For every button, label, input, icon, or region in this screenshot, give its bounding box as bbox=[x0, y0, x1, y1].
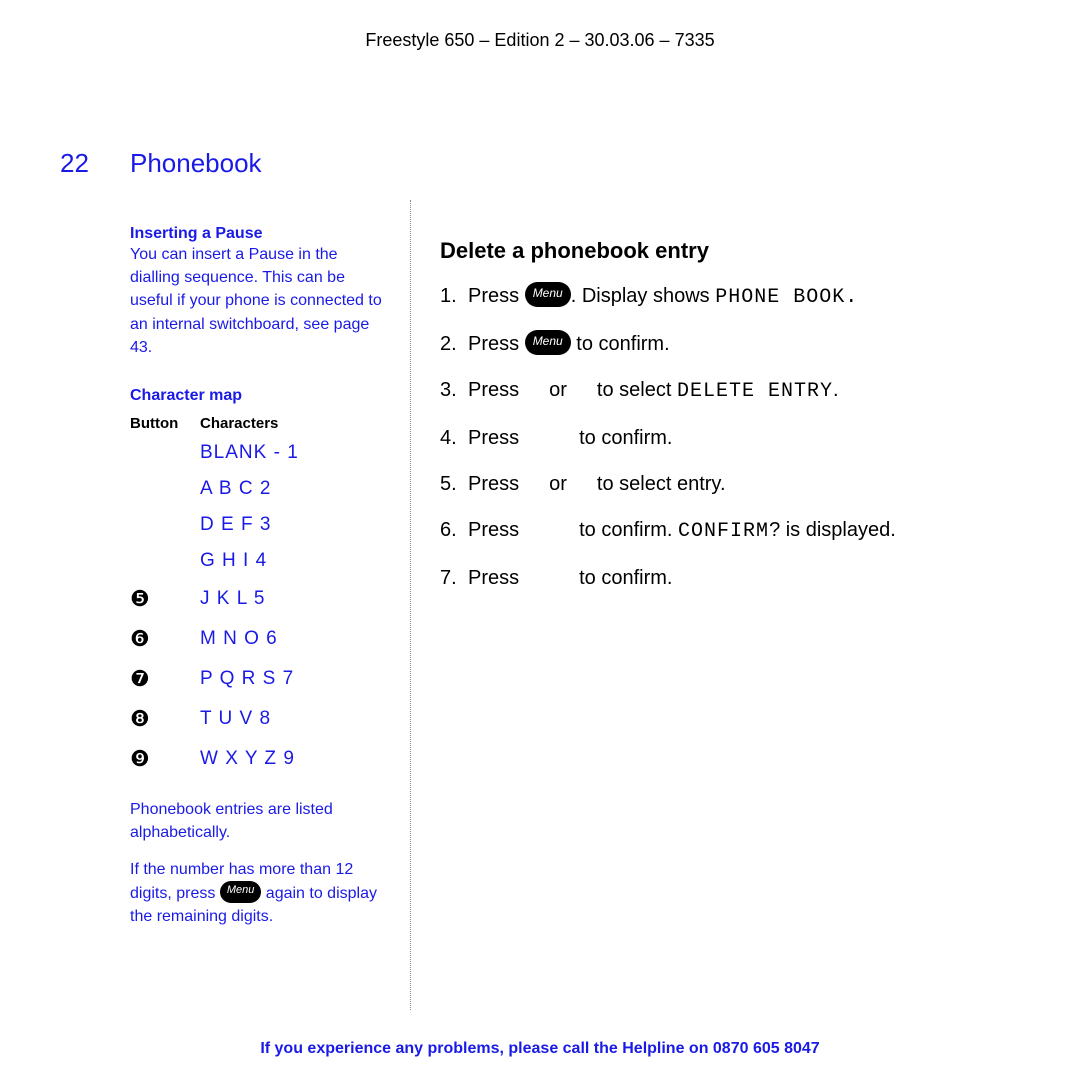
step-3: 3. Press or to select DELETE ENTRY. bbox=[440, 376, 1000, 406]
chars-cell: A B C 2 bbox=[200, 478, 390, 500]
step-text: . Display shows bbox=[571, 285, 716, 307]
step-text: to select bbox=[597, 379, 677, 401]
lcd-text: PHONE B bbox=[715, 286, 806, 309]
step-number: 5. bbox=[440, 470, 468, 498]
step-2: 2. Press Menu to confirm. bbox=[440, 330, 1000, 358]
step-text: Press bbox=[468, 333, 525, 355]
footer-text: If you experience any problems, please c… bbox=[260, 1040, 713, 1057]
button-cell: ❻ bbox=[130, 626, 200, 652]
table-row: ❽ T U V 8 bbox=[130, 706, 390, 732]
pause-body: You can insert a Pause in the dialling s… bbox=[130, 243, 390, 359]
header-text: Freestyle 650 – Edition 2 – 30.03.06 – 7… bbox=[0, 30, 1080, 51]
chars-cell: M N O 6 bbox=[200, 628, 390, 650]
column-divider bbox=[410, 200, 411, 1010]
lcd-text: CONFIRM bbox=[678, 520, 769, 543]
step-text: ? is displayed. bbox=[769, 519, 896, 541]
button-cell: ❼ bbox=[130, 666, 200, 692]
table-row: ❻ M N O 6 bbox=[130, 626, 390, 652]
step-4: 4. Press to confirm. bbox=[440, 424, 1000, 452]
step-text: or bbox=[549, 379, 567, 401]
pause-heading: Inserting a Pause bbox=[130, 225, 390, 243]
button-cell: ❾ bbox=[130, 746, 200, 772]
step-number: 4. bbox=[440, 424, 468, 452]
table-header-row: Button Characters bbox=[130, 415, 390, 432]
footer-phone-number: 0870 605 8047 bbox=[713, 1040, 820, 1057]
step-text: Press bbox=[468, 519, 519, 541]
note-digits: If the number has more than 12 digits, p… bbox=[130, 858, 390, 928]
step-text: to select entry. bbox=[597, 473, 726, 495]
step-text: to confirm. bbox=[579, 519, 678, 541]
table-row: ❺ J K L 5 bbox=[130, 586, 390, 612]
button-cell: ❽ bbox=[130, 706, 200, 732]
step-text: . bbox=[833, 379, 839, 401]
steps-list: 1. Press Menu. Display shows PHONE BOOK.… bbox=[440, 282, 1000, 592]
chars-cell: P Q R S 7 bbox=[200, 668, 390, 690]
note-alphabetical: Phonebook entries are listed alphabetica… bbox=[130, 798, 390, 844]
col-header-button: Button bbox=[130, 415, 200, 432]
footer-helpline: If you experience any problems, please c… bbox=[0, 1040, 1080, 1058]
table-row: D E F 3 bbox=[130, 514, 390, 536]
step-number: 3. bbox=[440, 376, 468, 406]
step-7: 7. Press to confirm. bbox=[440, 564, 1000, 592]
chars-cell: T U V 8 bbox=[200, 708, 390, 730]
section-title: Delete a phonebook entry bbox=[440, 238, 1000, 264]
menu-button-icon: Menu bbox=[220, 881, 262, 903]
step-text: Press bbox=[468, 285, 525, 307]
right-column: Delete a phonebook entry 1. Press Menu. … bbox=[440, 238, 1000, 610]
lcd-text: DELETE ENTRY bbox=[677, 380, 833, 403]
chars-cell: D E F 3 bbox=[200, 514, 390, 536]
step-text: to confirm. bbox=[579, 567, 672, 589]
step-text: Press bbox=[468, 567, 519, 589]
left-column: Inserting a Pause You can insert a Pause… bbox=[130, 225, 390, 928]
step-number: 2. bbox=[440, 330, 468, 358]
step-text: to confirm. bbox=[579, 427, 672, 449]
chars-cell: G H I 4 bbox=[200, 550, 390, 572]
menu-button-icon: Menu bbox=[525, 330, 571, 355]
step-number: 7. bbox=[440, 564, 468, 592]
step-text: to confirm. bbox=[571, 333, 670, 355]
step-text: Press bbox=[468, 473, 519, 495]
step-text: Press bbox=[468, 379, 519, 401]
chars-cell: J K L 5 bbox=[200, 588, 390, 610]
table-row: G H I 4 bbox=[130, 550, 390, 572]
charmap-table: Button Characters BLANK - 1 A B C 2 D E … bbox=[130, 415, 390, 772]
step-5: 5. Press or to select entry. bbox=[440, 470, 1000, 498]
table-row: A B C 2 bbox=[130, 478, 390, 500]
button-cell: ❺ bbox=[130, 586, 200, 612]
lcd-text: OOK. bbox=[806, 286, 858, 309]
step-number: 6. bbox=[440, 516, 468, 546]
step-text: Press bbox=[468, 427, 519, 449]
step-number: 1. bbox=[440, 282, 468, 312]
col-header-characters: Characters bbox=[200, 415, 390, 432]
step-1: 1. Press Menu. Display shows PHONE BOOK. bbox=[440, 282, 1000, 312]
table-row: ❾ W X Y Z 9 bbox=[130, 746, 390, 772]
page-number: 22 bbox=[60, 148, 89, 179]
step-6: 6. Press to confirm. CONFIRM? is displaye… bbox=[440, 516, 1000, 546]
chars-cell: W X Y Z 9 bbox=[200, 748, 390, 770]
page-title: Phonebook bbox=[130, 148, 262, 179]
manual-page: Freestyle 650 – Edition 2 – 30.03.06 – 7… bbox=[0, 0, 1080, 1076]
table-row: BLANK - 1 bbox=[130, 442, 390, 464]
step-text: or bbox=[549, 473, 567, 495]
charmap-heading: Character map bbox=[130, 387, 390, 405]
table-row: ❼ P Q R S 7 bbox=[130, 666, 390, 692]
chars-cell: BLANK - 1 bbox=[200, 442, 390, 464]
menu-button-icon: Menu bbox=[525, 282, 571, 307]
